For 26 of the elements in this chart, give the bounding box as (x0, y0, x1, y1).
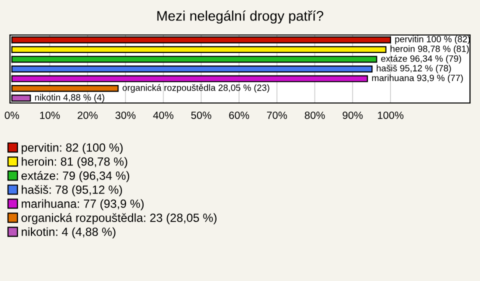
data-label: pervitin 100 % (82) (395, 36, 470, 44)
x-tick-label: 60% (229, 112, 250, 119)
legend-label: organická rozpouštědla: 23 (28,05 %) (21, 213, 216, 224)
data-label: heroin 98,78 % (81) (390, 45, 469, 54)
x-tick-label: 40% (153, 112, 174, 119)
data-label: extáze 96,34 % (79) (381, 55, 462, 64)
x-tick-label: 50% (191, 112, 212, 119)
x-tick-label: 10% (40, 112, 60, 119)
data-label: marihuana 93,9 % (77) (372, 74, 463, 83)
data-label: nikotin 4,88 % (4) (35, 94, 104, 102)
x-tick-label: 20% (78, 112, 98, 119)
legend-label: pervitin: 82 (100 %) (22, 143, 123, 154)
chart-title: Mezi nelegální drogy patří? (157, 10, 324, 24)
legend-label: marihuana: 77 (93,9 %) (22, 199, 144, 210)
x-tick-label: 80% (304, 112, 325, 119)
x-tick-label: 100% (378, 112, 404, 119)
legend-label: nikotin: 4 (4,88 %) (22, 227, 116, 238)
legend-label: extáze: 79 (96,34 %) (21, 171, 130, 182)
x-tick-label: 90% (342, 112, 363, 119)
x-tick-label: 30% (115, 112, 136, 119)
x-tick-label: 70% (267, 112, 287, 119)
x-tick-label: 0% (4, 112, 20, 119)
data-label: organická rozpouštědla 28,05 % (23) (122, 84, 270, 93)
legend-label: heroin: 81 (98,78 %) (22, 157, 128, 168)
data-label: hašiš 95,12 % (78) (376, 64, 451, 74)
legend-label: hašiš: 78 (95,12 %) (22, 185, 122, 196)
